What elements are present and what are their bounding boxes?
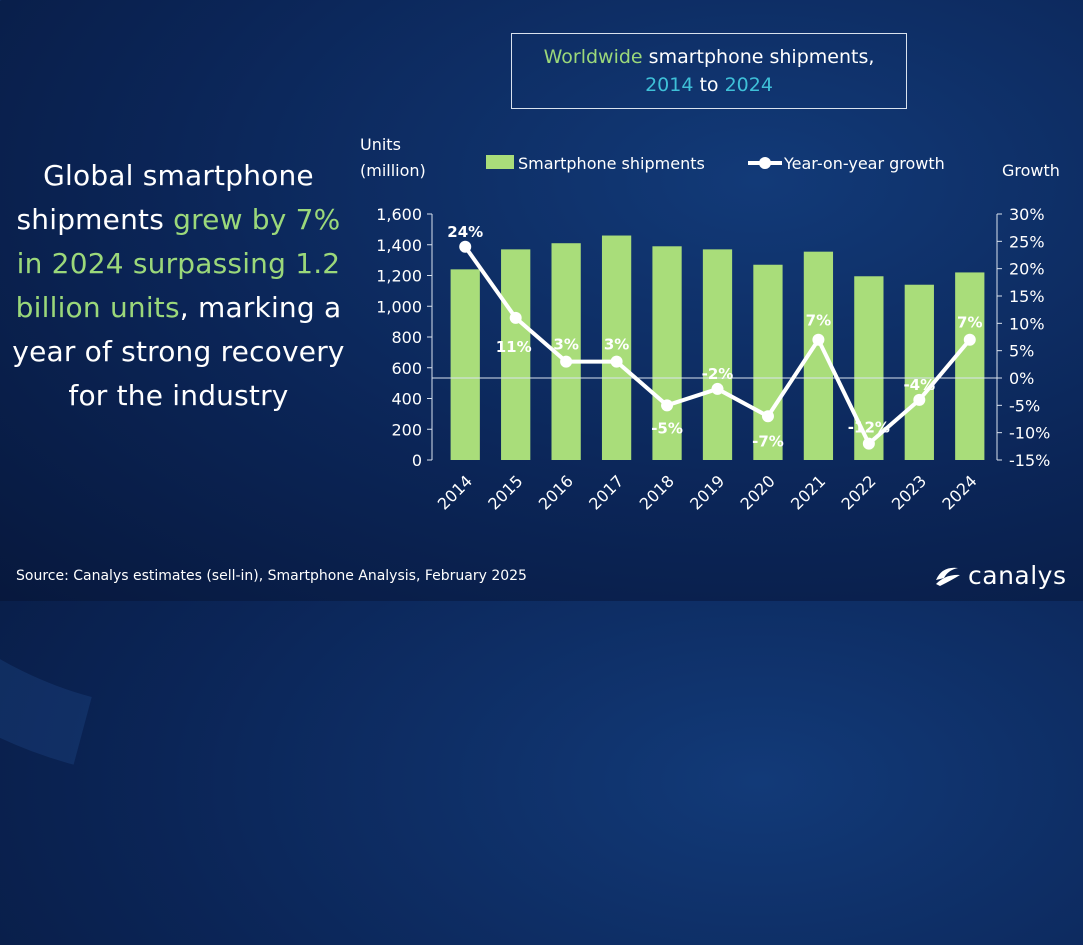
left-tick-label: 400 xyxy=(391,390,422,409)
headline-text: Global smartphone shipments grew by 7% i… xyxy=(6,154,351,418)
left-tick-label: 1,600 xyxy=(376,205,422,224)
legend-line-label: Year-on-year growth xyxy=(783,154,945,173)
growth-data-label: 7% xyxy=(957,314,982,332)
shipment-bar xyxy=(601,235,632,460)
right-tick-label: 15% xyxy=(1009,287,1045,306)
growth-data-label: 11% xyxy=(496,338,532,356)
headline-part-3: , marking a year of strong recovery for … xyxy=(12,291,345,412)
legend-bar-swatch xyxy=(486,155,514,169)
chart-title: Worldwide smartphone shipments, 2014 to … xyxy=(511,33,907,109)
growth-point xyxy=(862,437,875,450)
right-axis-label: Growth xyxy=(1002,161,1060,180)
legend-bar-label: Smartphone shipments xyxy=(518,154,705,173)
shipment-bar xyxy=(904,284,934,460)
growth-point xyxy=(761,410,774,423)
right-tick-label: -15% xyxy=(1009,451,1050,470)
growth-point xyxy=(459,240,472,253)
shipment-bar xyxy=(450,269,480,460)
x-tick-label: 2019 xyxy=(686,471,728,513)
right-tick-label: 20% xyxy=(1009,260,1045,279)
right-tick-label: 30% xyxy=(1009,205,1045,224)
x-tick-label: 2017 xyxy=(585,471,627,513)
title-part-to: to xyxy=(693,74,725,96)
x-tick-label: 2023 xyxy=(888,471,930,513)
legend-line-marker xyxy=(759,157,771,169)
right-tick-label: -5% xyxy=(1009,396,1040,415)
source-note: Source: Canalys estimates (sell-in), Sma… xyxy=(16,568,527,584)
legend: Smartphone shipments Year-on-year growth xyxy=(486,154,945,173)
left-tick-label: 1,000 xyxy=(376,297,422,316)
growth-data-label: -7% xyxy=(752,432,784,450)
left-tick-label: 800 xyxy=(391,328,422,347)
right-tick-label: 0% xyxy=(1009,369,1034,388)
title-part-start-year: 2014 xyxy=(645,74,694,96)
growth-point xyxy=(913,393,926,406)
growth-data-label: -12% xyxy=(848,419,890,437)
x-tick-label: 2021 xyxy=(787,471,829,513)
growth-point xyxy=(711,382,724,395)
left-tick-label: 200 xyxy=(391,420,422,439)
right-tick-label: 25% xyxy=(1009,232,1045,251)
growth-point xyxy=(560,355,573,368)
left-axis-label-line1: Units xyxy=(360,135,401,154)
growth-data-label: -4% xyxy=(903,376,935,394)
right-tick-label: 10% xyxy=(1009,314,1045,333)
growth-point xyxy=(963,333,976,346)
growth-point xyxy=(812,333,825,346)
left-axis-label-line2: (million) xyxy=(360,161,426,180)
x-tick-label: 2022 xyxy=(837,471,879,513)
x-tick-label: 2016 xyxy=(535,471,577,513)
growth-data-label: -5% xyxy=(651,419,683,437)
growth-data-label: -2% xyxy=(702,365,734,383)
growth-data-label: 3% xyxy=(553,336,578,354)
x-tick-label: 2020 xyxy=(737,471,779,513)
growth-point xyxy=(610,355,623,368)
headline-part-1: Global smartphone shipments xyxy=(16,159,314,236)
title-part-shipments: smartphone shipments, xyxy=(642,46,875,68)
canalys-logo-icon xyxy=(936,567,960,586)
shipment-bar xyxy=(702,249,733,460)
growth-data-label: 24% xyxy=(447,223,483,241)
shipment-bar xyxy=(753,264,783,460)
canalys-logo-text: canalys xyxy=(968,560,1067,590)
growth-point xyxy=(661,399,674,412)
x-tick-label: 2024 xyxy=(938,471,980,513)
growth-point xyxy=(509,311,522,324)
shipment-bar xyxy=(501,249,531,460)
x-tick-label: 2015 xyxy=(484,471,526,513)
shipment-bar xyxy=(854,276,884,460)
left-tick-label: 0 xyxy=(412,451,422,470)
left-tick-label: 1,400 xyxy=(376,236,422,255)
shipment-bar xyxy=(955,272,985,460)
growth-data-label: 7% xyxy=(806,312,831,330)
combo-chart: Units (million) Growth Smartphone shipme… xyxy=(360,135,1060,514)
left-tick-label: 600 xyxy=(391,359,422,378)
x-tick-label: 2014 xyxy=(434,471,476,513)
canalys-logo: canalys xyxy=(932,558,1067,592)
headline-highlight: grew by 7% in 2024 surpassing 1.2 billio… xyxy=(15,203,341,324)
right-tick-label: -10% xyxy=(1009,424,1050,443)
plot-area: 0 200 400 600 800 1,000 1,200 1,400 1,600 -15% -10… xyxy=(376,205,1050,514)
x-tick-label: 2018 xyxy=(636,471,678,513)
title-part-worldwide: Worldwide xyxy=(543,46,643,68)
left-tick-label: 1,200 xyxy=(376,267,422,286)
shipment-bar xyxy=(652,246,682,460)
title-part-end-year: 2024 xyxy=(724,74,773,96)
right-tick-label: 5% xyxy=(1009,342,1034,361)
growth-data-label: 3% xyxy=(604,336,629,354)
